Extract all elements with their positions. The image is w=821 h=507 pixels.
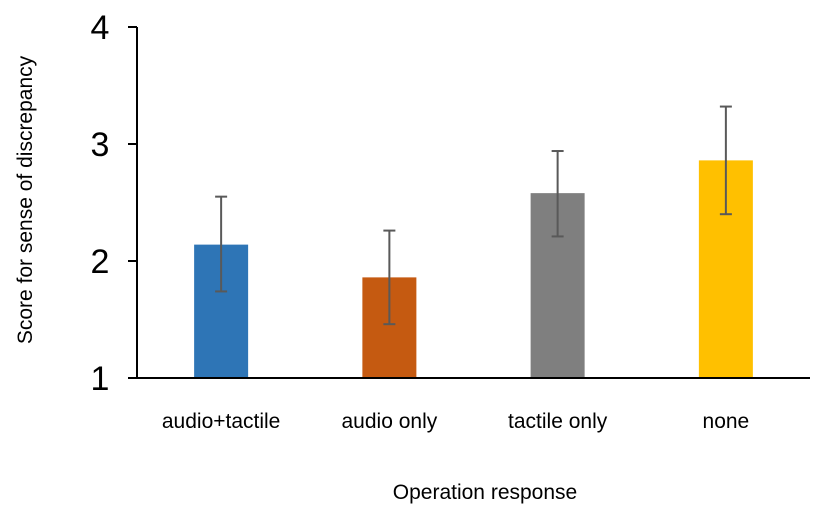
x-axis-title: Operation response [393,481,577,504]
axes-layer [128,26,810,379]
x-tick-label: tactile only [508,410,608,433]
x-tick-label: audio+tactile [162,410,281,433]
bars-layer [194,160,753,378]
y-tick-label: 4 [91,9,110,47]
x-tick-label: none [703,410,750,433]
labels-layer: Operation response Score for sense of di… [14,9,749,504]
y-tick-label: 1 [91,360,110,398]
y-tick-label: 2 [91,243,110,281]
x-tick-label: audio only [342,410,438,433]
y-tick-label: 3 [91,126,110,164]
y-axis-title: Score for sense of discrepancy [14,55,37,344]
error-bars-layer [215,105,732,326]
